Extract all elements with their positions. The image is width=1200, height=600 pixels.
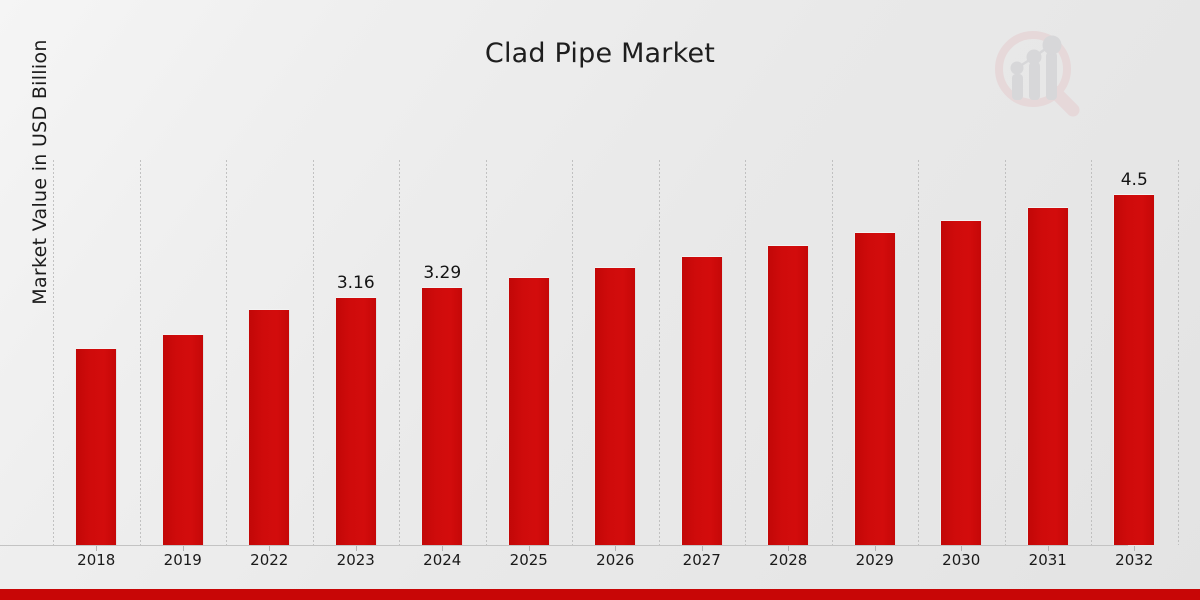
x-axis-tick-label-2023: 2023 (336, 551, 375, 569)
bar-value-label-2024: 3.29 (423, 263, 462, 283)
gridline (658, 160, 660, 545)
bar-2027[interactable] (681, 257, 722, 545)
x-axis-tick (96, 546, 98, 551)
gridline (226, 160, 227, 545)
bar-2022[interactable] (249, 310, 290, 545)
x-axis-tick (442, 546, 444, 551)
bar-2018[interactable] (76, 349, 117, 545)
gridline (1091, 160, 1092, 545)
x-axis-tick-label-2025: 2025 (509, 551, 548, 569)
bar-value-label-2032: 4.5 (1120, 170, 1148, 190)
gridline (139, 160, 141, 545)
x-axis-tick-label-2030: 2030 (942, 551, 981, 569)
bar-2030[interactable] (941, 221, 982, 545)
x-axis-tick-label-2031: 2031 (1028, 551, 1067, 569)
y-axis-title: Market Value in USD Billion (23, 0, 57, 402)
gridline (1177, 160, 1179, 545)
x-axis-tick-label-2018: 2018 (77, 551, 116, 569)
gridline (1004, 160, 1006, 545)
x-axis-tick-label-2019: 2019 (163, 551, 202, 569)
x-axis-tick-label-2027: 2027 (682, 551, 721, 569)
bar-2024[interactable] (422, 288, 463, 545)
gridline (831, 160, 833, 545)
x-axis-line (0, 545, 1128, 546)
bottom-accent-strip (0, 589, 1200, 600)
bar-2029[interactable] (854, 233, 895, 545)
x-axis-tick-label-2032: 2032 (1115, 551, 1154, 569)
bar-2032[interactable] (1114, 195, 1155, 545)
gridline (399, 160, 400, 545)
bar-2031[interactable] (1027, 208, 1068, 545)
x-axis-tick (615, 546, 617, 551)
market-research-magnifier-logo (985, 22, 1100, 122)
gridline (745, 160, 746, 545)
page-title: Clad Pipe Market (484, 38, 716, 69)
y-axis-title-text: Market Value in USD Billion (29, 39, 51, 305)
x-axis-tick (182, 546, 184, 551)
x-axis-tick (269, 546, 271, 551)
bar-2023[interactable] (335, 298, 376, 545)
gridline (572, 160, 573, 545)
x-axis-tick-label-2029: 2029 (855, 551, 894, 569)
x-axis-tick-label-2022: 2022 (250, 551, 289, 569)
x-axis-tick-label-2024: 2024 (423, 551, 462, 569)
plot-area (53, 160, 1179, 545)
x-axis-tick (961, 546, 963, 551)
x-axis-tick (874, 546, 876, 551)
x-axis-tick (788, 546, 790, 551)
bar-2028[interactable] (768, 246, 809, 545)
x-axis-tick-label-2026: 2026 (596, 551, 635, 569)
x-axis-tick (1047, 546, 1049, 551)
bar-2026[interactable] (595, 268, 636, 545)
x-axis-tick-label-2028: 2028 (769, 551, 808, 569)
gridline (918, 160, 919, 545)
gridline (312, 160, 314, 545)
gridline (53, 160, 54, 545)
gridline (485, 160, 487, 545)
x-axis-tick (528, 546, 530, 551)
bar-2025[interactable] (508, 278, 549, 545)
bar-2019[interactable] (162, 335, 203, 545)
bar-value-label-2023: 3.16 (336, 273, 375, 293)
x-axis-tick (701, 546, 703, 551)
x-axis-tick (355, 546, 357, 551)
x-axis-tick (1134, 546, 1136, 551)
